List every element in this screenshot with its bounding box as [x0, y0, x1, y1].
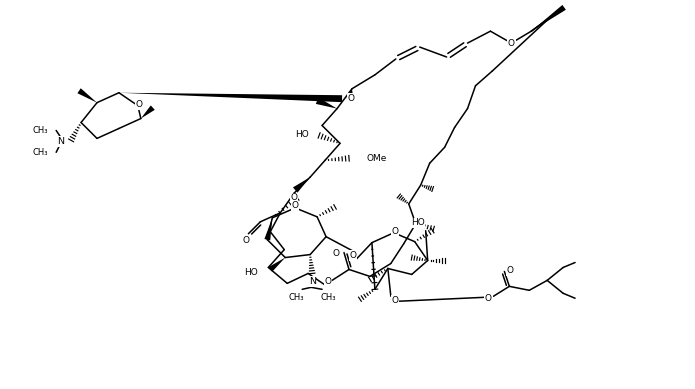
Polygon shape: [531, 5, 566, 31]
Polygon shape: [119, 93, 342, 102]
Text: O: O: [291, 193, 297, 203]
Text: HO: HO: [411, 218, 425, 227]
Polygon shape: [347, 89, 354, 99]
Text: O: O: [332, 249, 340, 258]
Polygon shape: [141, 105, 155, 119]
Text: O: O: [243, 236, 250, 245]
Text: HO: HO: [295, 130, 309, 139]
Polygon shape: [293, 177, 310, 193]
Text: O: O: [391, 296, 398, 305]
Text: O: O: [391, 227, 398, 236]
Text: CH₃: CH₃: [33, 148, 48, 157]
Polygon shape: [316, 98, 337, 109]
Text: O: O: [348, 94, 354, 103]
Text: O: O: [136, 100, 142, 109]
Text: O: O: [485, 294, 492, 303]
Text: O: O: [325, 277, 332, 286]
Text: N: N: [57, 137, 64, 146]
Polygon shape: [77, 88, 97, 103]
Polygon shape: [268, 258, 285, 272]
Text: CH₃: CH₃: [33, 126, 48, 135]
Text: O: O: [350, 251, 357, 260]
Text: HO: HO: [245, 268, 259, 277]
Text: CH₃: CH₃: [320, 293, 336, 302]
Text: OMe: OMe: [367, 154, 387, 163]
Text: O: O: [508, 39, 515, 47]
Text: O: O: [292, 202, 299, 210]
Polygon shape: [264, 218, 272, 240]
Text: CH₃: CH₃: [288, 293, 304, 302]
Text: N: N: [309, 277, 316, 286]
Text: O: O: [507, 266, 514, 275]
